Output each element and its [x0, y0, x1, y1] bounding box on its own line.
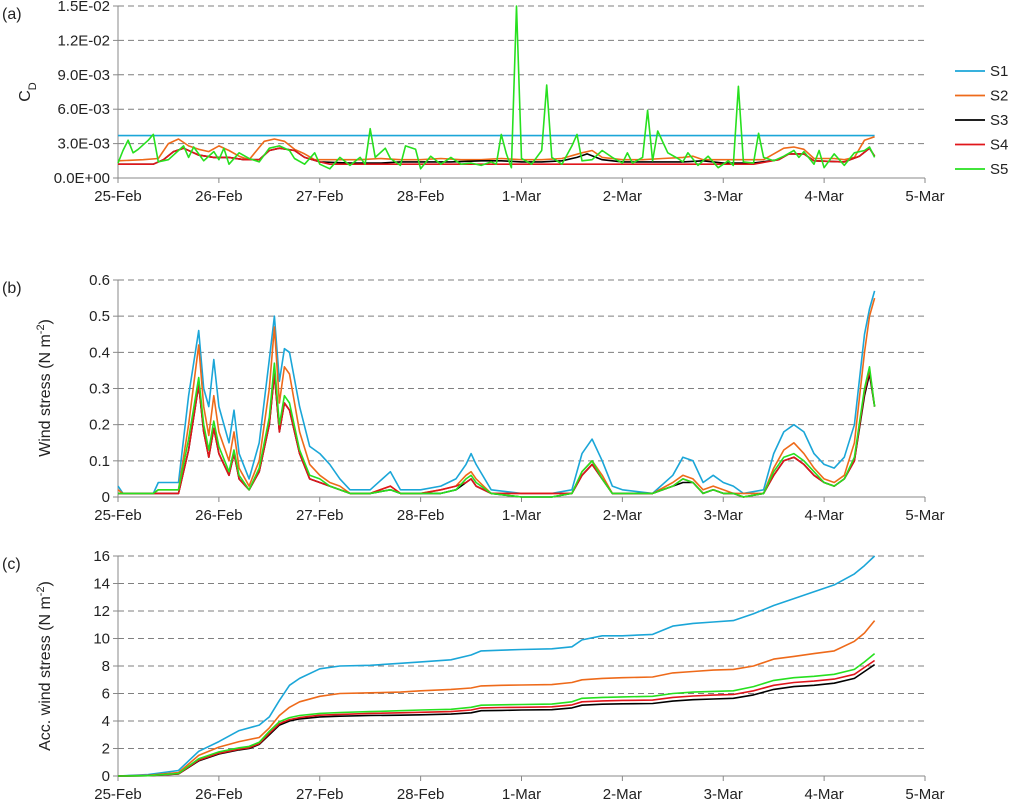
y-tick-label: 0.2	[89, 417, 110, 434]
y-tick-label: 9.0E-03	[57, 67, 110, 84]
x-tick-label: 2-Mar	[603, 188, 642, 205]
y-tick-label: 12	[93, 603, 110, 620]
y-tick-label: 4	[102, 713, 110, 730]
x-tick-label: 2-Mar	[603, 786, 642, 803]
legend-label-s5: S5	[990, 161, 1008, 178]
x-tick-label: 26-Feb	[195, 786, 243, 803]
y-tick-label: 1.2E-02	[57, 32, 110, 49]
y-axis-label-superscript: -2	[35, 324, 47, 334]
x-tick-label: 25-Feb	[94, 188, 142, 205]
x-tick-label: 1-Mar	[502, 507, 541, 524]
series-line-s4	[118, 147, 876, 165]
y-tick-label: 0.0E+00	[54, 170, 110, 187]
y-tick-label: 0.3	[89, 381, 110, 398]
panel-c: (c) 0 2 4 6 8 10 12 14 16 25-Feb 26-Feb 27-Feb 28-Feb…	[2, 548, 945, 803]
legend-label-s4: S4	[990, 137, 1008, 154]
y-tick-label: 1.5E-02	[57, 0, 110, 15]
x-tick-label: 3-Mar	[704, 507, 743, 524]
panel-a: (a) 0.0E+00 3.0E-03 6.0E-03 9.0E-03 1.2E-02 1.…	[2, 0, 945, 205]
x-tick-label: 3-Mar	[704, 188, 743, 205]
y-axis-label: Acc. wind stress (N m-2)	[35, 581, 54, 751]
series-line-s4	[118, 369, 876, 498]
y-tick-label: 0	[102, 489, 110, 506]
x-tick-label: 5-Mar	[905, 188, 944, 205]
legend-label-s2: S2	[990, 88, 1008, 105]
series-line-s1	[117, 555, 876, 777]
x-tick-label: 26-Feb	[195, 507, 243, 524]
y-tick-label: 2	[102, 741, 110, 758]
series-line-s3	[117, 663, 876, 777]
y-axis-label: CD	[17, 82, 39, 102]
y-tick-label: 8	[102, 658, 110, 675]
x-tick-label: 27-Feb	[296, 507, 344, 524]
x-tick-label: 26-Feb	[195, 188, 243, 205]
y-tick-label: 0	[102, 768, 110, 785]
x-tick-label: 1-Mar	[502, 786, 541, 803]
series-line-s5	[117, 652, 876, 777]
series-line-s2	[117, 620, 876, 777]
y-tick-label: 6.0E-03	[57, 101, 110, 118]
x-tick-label: 27-Feb	[296, 786, 344, 803]
y-tick-label: 0.4	[89, 344, 110, 361]
y-tick-label: 0.5	[89, 308, 110, 325]
y-axis-label: Wind stress (N m-2)	[35, 319, 54, 457]
panel-label: (a)	[2, 6, 22, 23]
y-tick-label: 6	[102, 686, 110, 703]
x-tick-label: 3-Mar	[704, 786, 743, 803]
x-tick-label: 4-Mar	[805, 786, 844, 803]
y-tick-label: 10	[93, 631, 110, 648]
legend-label-s1: S1	[990, 63, 1008, 80]
x-tick-label: 25-Feb	[94, 786, 142, 803]
y-axis-label-subscript: D	[27, 82, 39, 90]
x-tick-label: 28-Feb	[397, 786, 445, 803]
panel-label: (c)	[2, 556, 21, 573]
x-tick-label: 4-Mar	[805, 507, 844, 524]
y-tick-label: 14	[93, 576, 110, 593]
y-tick-label: 0.6	[89, 272, 110, 289]
y-axis-label-end: )	[37, 581, 54, 586]
panel-label: (b)	[2, 280, 22, 297]
x-tick-label: 25-Feb	[94, 507, 142, 524]
y-tick-label: 3.0E-03	[57, 136, 110, 153]
x-tick-label: 5-Mar	[905, 786, 944, 803]
x-tick-label: 28-Feb	[397, 507, 445, 524]
series-line-s1	[117, 290, 876, 495]
x-tick-label: 4-Mar	[805, 188, 844, 205]
x-tick-label: 28-Feb	[397, 188, 445, 205]
series-line-s2	[117, 135, 875, 162]
y-tick-label: 16	[93, 548, 110, 565]
x-tick-label: 5-Mar	[905, 507, 944, 524]
y-axis-label-end: )	[37, 319, 54, 324]
series-line-s4	[117, 659, 876, 777]
series-line-s3	[118, 373, 876, 498]
y-tick-label: 0.1	[89, 453, 110, 470]
series-line-s5	[118, 362, 876, 498]
y-axis-label-superscript: -2	[35, 586, 47, 596]
x-tick-label: 27-Feb	[296, 188, 344, 205]
x-tick-label: 2-Mar	[603, 507, 642, 524]
x-tick-label: 1-Mar	[502, 188, 541, 205]
legend: S1 S2 S3 S4 S5	[955, 63, 1008, 178]
panel-b: (b) 0 0.1 0.2 0.3 0.4 0.5 0.6 25-Feb 26-Feb 27-Feb…	[2, 272, 945, 524]
legend-label-s3: S3	[990, 112, 1008, 129]
series-line-s5	[117, 5, 876, 170]
series-line-s2	[117, 297, 876, 495]
